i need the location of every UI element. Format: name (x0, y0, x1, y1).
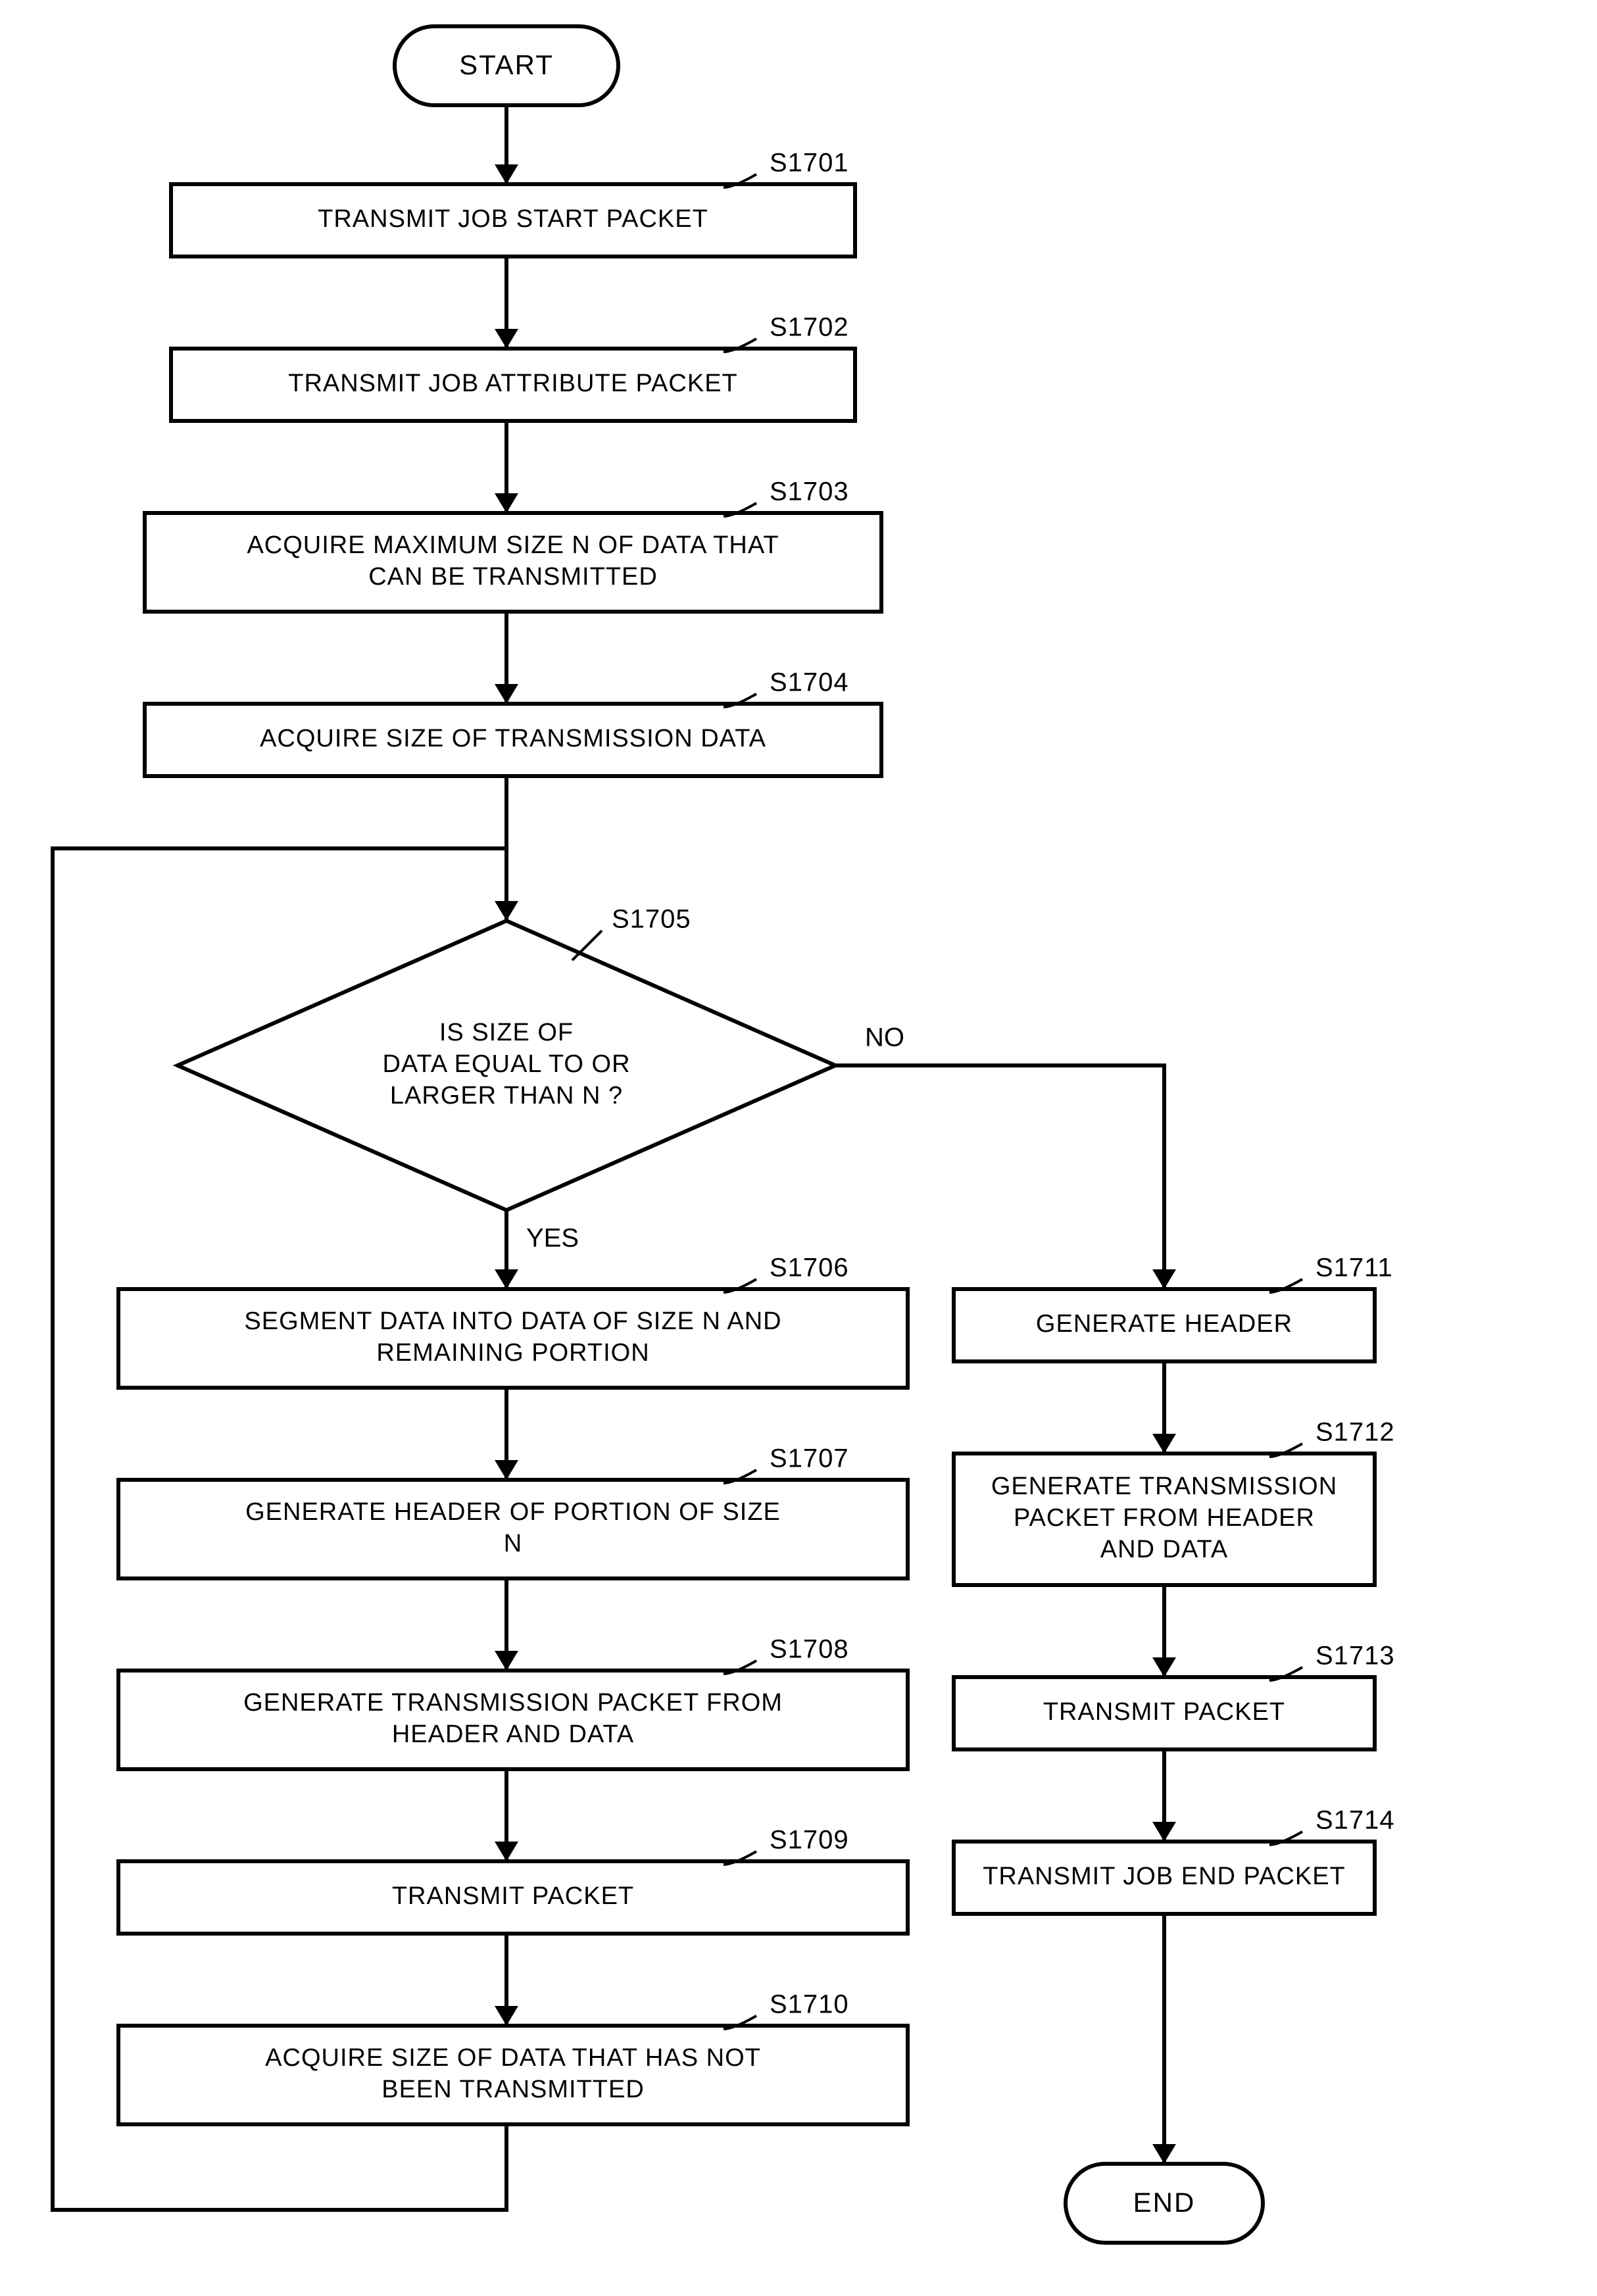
step-label: S1701 (770, 149, 849, 178)
process-s1710 (118, 2026, 908, 2124)
flow-arrow (835, 1065, 1164, 1289)
step-label: S1707 (770, 1444, 849, 1473)
process-text: SEGMENT DATA INTO DATA OF SIZE N AND (244, 1307, 781, 1335)
decision-text: DATA EQUAL TO OR (382, 1050, 630, 1078)
arrowhead (1152, 2144, 1176, 2164)
step-label: S1711 (1315, 1254, 1393, 1282)
process-text: BEEN TRANSMITTED (381, 2076, 645, 2103)
step-label: S1706 (770, 1254, 849, 1282)
arrowhead (495, 1460, 518, 1480)
arrowhead (495, 493, 518, 513)
process-text: TRANSMIT JOB START PACKET (318, 205, 708, 233)
arrowhead (1152, 1434, 1176, 1453)
terminal-end-label: END (1133, 2187, 1196, 2218)
process-s1703 (145, 513, 881, 612)
process-text: AND DATA (1100, 1536, 1229, 1563)
arrowhead (1152, 1822, 1176, 1842)
process-text: TRANSMIT PACKET (392, 1882, 634, 1910)
arrowhead (495, 329, 518, 349)
arrowhead (495, 164, 518, 184)
branch-yes: YES (526, 1224, 579, 1253)
process-text: GENERATE HEADER OF PORTION OF SIZE (245, 1498, 781, 1526)
process-text: GENERATE HEADER (1036, 1310, 1292, 1338)
process-text: ACQUIRE MAXIMUM SIZE N OF DATA THAT (247, 531, 779, 559)
arrowhead (495, 1269, 518, 1289)
arrowhead (495, 1842, 518, 1861)
step-label: S1712 (1315, 1418, 1395, 1447)
step-label: S1703 (770, 477, 849, 506)
step-label: S1702 (770, 313, 849, 342)
process-text: TRANSMIT JOB END PACKET (983, 1863, 1346, 1890)
process-text: GENERATE TRANSMISSION PACKET FROM (243, 1689, 783, 1717)
process-text: REMAINING PORTION (376, 1339, 649, 1367)
process-s1708 (118, 1671, 908, 1769)
step-label: S1713 (1315, 1642, 1395, 1671)
process-text: PACKET FROM HEADER (1014, 1504, 1315, 1532)
arrowhead (495, 684, 518, 704)
process-text: TRANSMIT PACKET (1043, 1698, 1285, 1726)
decision-text: LARGER THAN N ? (390, 1082, 623, 1110)
step-label: S1705 (612, 905, 691, 934)
step-label: S1704 (770, 668, 849, 697)
arrowhead (495, 1651, 518, 1671)
process-s1706 (118, 1289, 908, 1388)
process-text: ACQUIRE SIZE OF DATA THAT HAS NOT (265, 2044, 761, 2072)
arrowhead (1152, 1657, 1176, 1677)
process-text: N (504, 1530, 522, 1557)
process-text: GENERATE TRANSMISSION (991, 1473, 1337, 1500)
terminal-start-label: START (459, 49, 554, 80)
process-text: HEADER AND DATA (392, 1721, 634, 1748)
arrowhead (495, 2006, 518, 2026)
step-label: S1714 (1315, 1806, 1395, 1835)
process-s1707 (118, 1480, 908, 1578)
process-text: ACQUIRE SIZE OF TRANSMISSION DATA (260, 725, 766, 752)
step-label: S1710 (770, 1990, 849, 2019)
step-label: S1709 (770, 1826, 849, 1855)
arrowhead (495, 901, 518, 921)
process-text: TRANSMIT JOB ATTRIBUTE PACKET (288, 370, 738, 397)
flowchart-canvas: START END IS SIZE OF DATA EQUAL TO OR LARGER… (0, 0, 1597, 2296)
decision-text: IS SIZE OF (439, 1019, 574, 1046)
process-text: CAN BE TRANSMITTED (368, 563, 658, 591)
arrowhead (1152, 1269, 1176, 1289)
step-label: S1708 (770, 1635, 849, 1664)
branch-no: NO (865, 1023, 904, 1052)
